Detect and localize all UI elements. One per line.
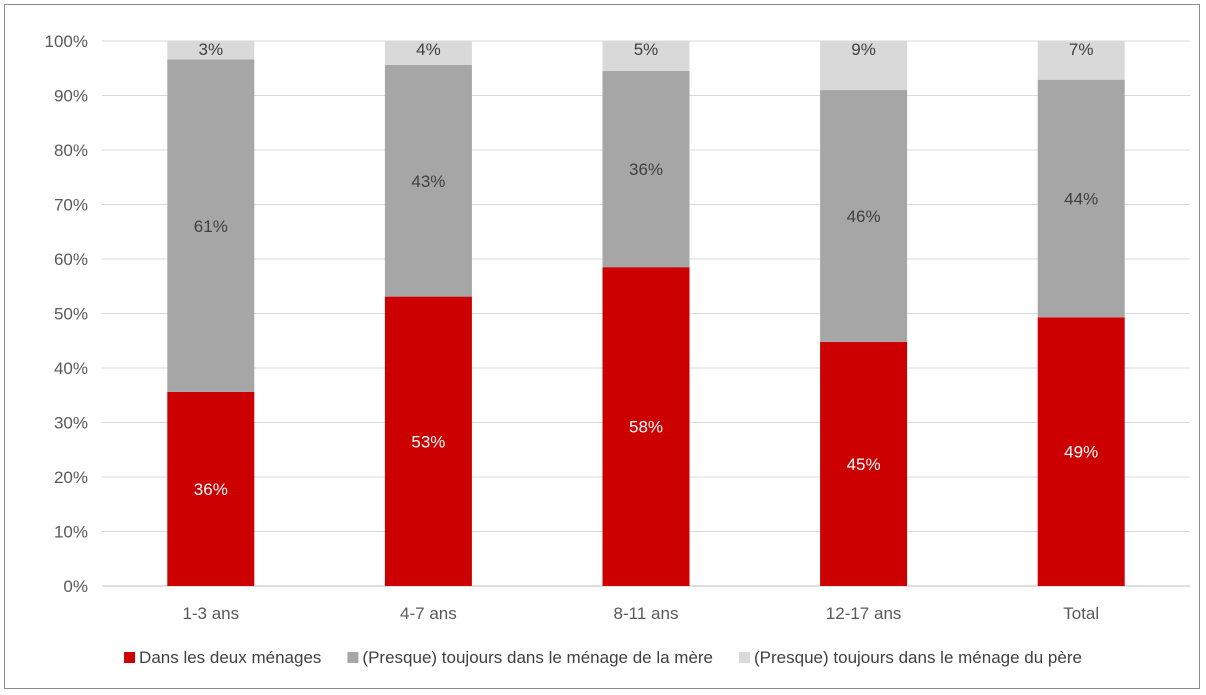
data-label: 46% [847,207,881,226]
data-label: 53% [411,432,445,451]
x-tick-label: 12-17 ans [826,604,902,623]
y-tick-label: 10% [54,523,88,542]
y-tick-label: 100% [45,32,88,51]
bar-segment [167,59,255,392]
y-tick-label: 40% [54,359,88,378]
legend: Dans les deux ménages (Presque) toujours … [124,648,1082,667]
y-tick-label: 0% [63,577,88,596]
legend-item: Dans les deux ménages [124,648,321,667]
x-tick-label: 8-11 ans [614,604,679,623]
chart-frame: 36% 61% 3% 53% 43% 4% 58% 36% 5% 45% 46% 9% 49% 44% 7%… [4,4,1200,689]
data-label: 5% [634,40,659,59]
bar-segment [384,296,472,586]
data-label: 9% [851,40,876,59]
legend-item: (Presque) toujours dans le ménage de la … [347,648,713,667]
legend-swatch [124,652,136,663]
bar-segment [167,391,255,586]
stacked-bar-chart: 36% 61% 3% 53% 43% 4% 58% 36% 5% 45% 46% 9% 49% 44% 7%… [45,32,1190,667]
data-label: 58% [629,418,663,437]
data-label: 36% [194,480,228,499]
legend-item: (Presque) toujours dans le ménage du pèr… [739,648,1082,667]
legend-label: (Presque) toujours dans le ménage de la … [362,648,713,667]
y-tick-label: 30% [54,414,88,433]
bar-segment [384,41,472,65]
bar-segment [602,267,690,586]
bar-segment [602,70,690,268]
bar-segment [167,41,255,60]
y-tick-label: 60% [54,250,88,269]
legend-label: Dans les deux ménages [139,648,321,667]
data-label: 43% [411,172,445,191]
bar-segment [384,64,472,297]
legend-label: (Presque) toujours dans le ménage du pèr… [754,648,1082,667]
bar-segment [1037,79,1125,318]
data-labels: 36% 61% 3% 53% 43% 4% 58% 36% 5% 45% 46% 9% 49% 44% 7% [194,40,1098,499]
data-label: 45% [847,455,881,474]
x-tick-label: 1-3 ans [182,604,239,623]
data-label: 7% [1069,40,1094,59]
bar-segment [820,41,908,91]
data-label: 4% [416,40,441,59]
x-tick-label: 4-7 ans [400,604,457,623]
legend-swatch [347,652,359,663]
axes: 0% 10% 20% 30% 40% 50% 60% 70% 80% 90% 100% 1-3 ans… [45,32,1100,623]
data-label: 44% [1064,190,1098,209]
y-tick-label: 80% [54,141,88,160]
data-label: 61% [194,217,228,236]
y-tick-label: 70% [54,196,88,215]
bar-segment [820,90,908,342]
data-label: 36% [629,160,663,179]
x-tick-label: Total [1063,604,1099,623]
bar-segment [602,41,690,71]
legend-swatch [739,652,751,663]
y-tick-label: 50% [54,305,88,324]
bar-segment [820,341,908,586]
y-tick-label: 20% [54,468,88,487]
bar-segment [1037,41,1125,80]
y-tick-label: 90% [54,87,88,106]
bars [167,41,1125,586]
data-label: 49% [1064,443,1098,462]
data-label: 3% [199,40,224,59]
bar-segment [1037,317,1125,586]
